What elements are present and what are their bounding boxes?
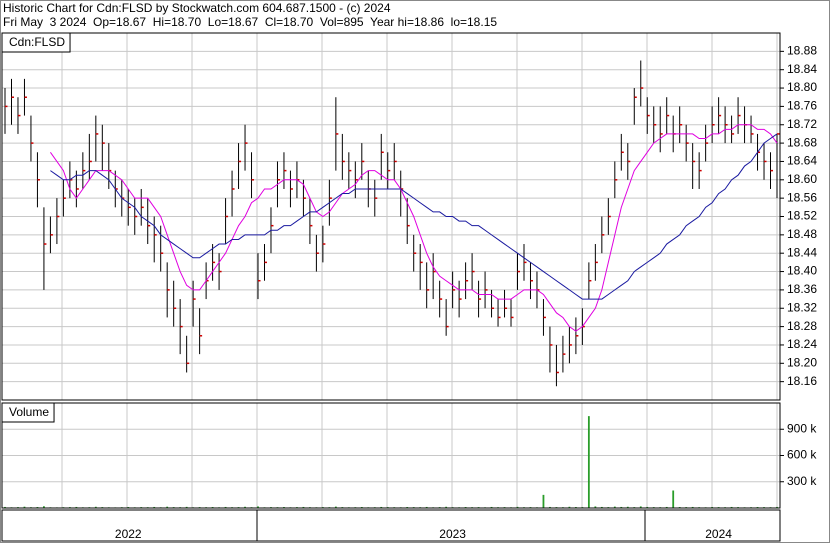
y-tick-label: 18.44 (787, 245, 817, 259)
y-tick-label: 18.28 (787, 319, 817, 333)
y-tick-label: 18.40 (787, 264, 817, 278)
x-tick-label: 2022 (115, 527, 142, 541)
y-tick-label: 18.80 (787, 80, 817, 94)
volume-bar (244, 506, 246, 508)
y-tick-label: 18.36 (787, 282, 817, 296)
volume-bar (639, 506, 642, 508)
volume-bar (166, 506, 169, 508)
panel-label: Cdn:FLSD (9, 35, 65, 49)
volume-bar (224, 506, 227, 508)
y-tick-label: 18.48 (787, 227, 817, 241)
y-tick-label: 18.52 (787, 209, 817, 223)
y-tick-label: 18.64 (787, 154, 817, 168)
y-tick-label: 18.84 (787, 62, 817, 76)
y-tick-label: 18.56 (787, 190, 817, 204)
chart-subtitle: Fri May 3 2024 Op=18.67 Hi=18.70 Lo=18.6… (3, 15, 497, 29)
volume-bar (568, 506, 571, 508)
y-tick-label: 18.16 (787, 374, 817, 388)
y-tick-label: 18.76 (787, 99, 817, 113)
moving-average-line (50, 133, 778, 300)
volume-bar (490, 506, 493, 508)
moving-average-line (50, 124, 778, 332)
volume-bar (302, 506, 305, 508)
volume-bar (620, 506, 623, 508)
x-tick-label: 2023 (439, 527, 466, 541)
panel-label-box (1, 402, 55, 423)
volume-bar (257, 506, 259, 508)
y-tick-label: 18.88 (787, 44, 817, 58)
panel-frame (1, 32, 781, 401)
volume-bar (626, 506, 629, 508)
y-tick-label: 300 k (787, 474, 817, 488)
volume-bar (445, 506, 448, 508)
panel-frame (1, 402, 781, 509)
volume-bar (665, 506, 668, 508)
volume-bar (542, 494, 545, 508)
y-tick-label: 900 k (787, 421, 817, 435)
volume-bar (776, 506, 778, 508)
y-tick-label: 18.68 (787, 135, 817, 149)
y-tick-label: 18.72 (787, 117, 817, 131)
chart-title: Historic Chart for Cdn:FLSD by Stockwatc… (3, 1, 391, 15)
volume-bar (43, 506, 45, 508)
volume-bar (380, 506, 383, 508)
volume-bar (600, 506, 603, 508)
volume-bar (23, 506, 26, 508)
y-tick-label: 18.60 (787, 172, 817, 186)
panel-label-box (1, 32, 71, 53)
volume-bar (594, 506, 597, 508)
volume-bar (185, 506, 188, 508)
volume-bar (613, 506, 616, 508)
volume-bar (587, 416, 590, 508)
panel-label: Volume (9, 405, 49, 419)
volume-bar (4, 506, 6, 508)
volume-bar (646, 506, 649, 508)
volume-bar (334, 506, 337, 508)
volume-bar (75, 506, 78, 508)
volume-bar (691, 506, 694, 508)
volume-bar (516, 506, 519, 508)
y-tick-label: 18.24 (787, 337, 817, 351)
x-axis-strip (1, 509, 781, 542)
y-tick-label: 18.20 (787, 355, 817, 369)
volume-bar (672, 490, 675, 508)
volume-bar (730, 506, 733, 508)
y-tick-label: 18.32 (787, 300, 817, 314)
volume-bar (549, 506, 551, 508)
volume-bar (94, 506, 97, 508)
y-tick-label: 600 k (787, 448, 817, 462)
volume-bar (153, 506, 156, 508)
x-tick-label: 2024 (705, 527, 732, 541)
volume-bar (425, 506, 428, 508)
